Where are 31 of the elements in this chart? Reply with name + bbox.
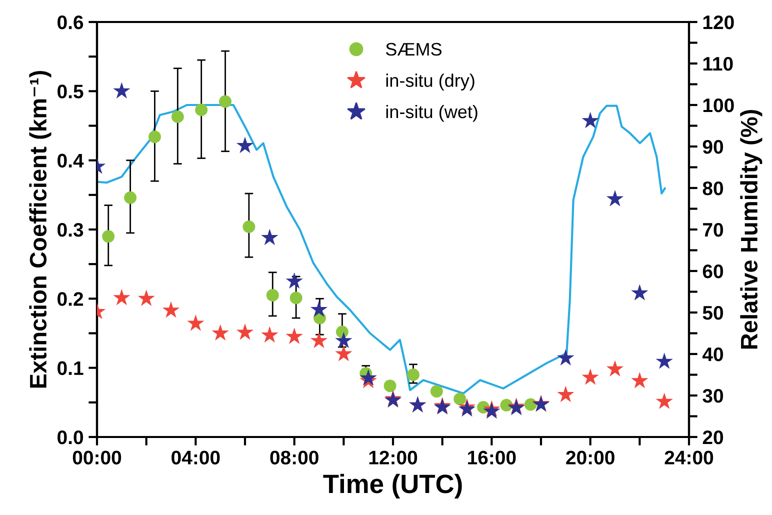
x-tick-label: 04:00 <box>172 450 220 464</box>
y2-tick-label: 110 <box>703 56 733 71</box>
y-tick-label: 0.0 <box>58 430 84 444</box>
y-tick-label: 0.3 <box>58 222 84 237</box>
x-axis-title: Time (UTC) <box>323 474 462 498</box>
x-tick-label: 24:00 <box>664 450 714 464</box>
y-tick-label: 0.1 <box>58 361 84 376</box>
y2-tick-label: 90 <box>702 140 724 154</box>
y-axis-title: Extinction Coefficient (km⁻¹) <box>29 70 52 388</box>
legend-label: in-situ (dry) <box>386 74 474 91</box>
y-tick-label: 0.4 <box>58 154 84 168</box>
legend-label: SÆMS <box>386 42 442 56</box>
y2-tick-label: 60 <box>702 264 724 278</box>
x-tick-label: 12:00 <box>369 450 418 464</box>
y2-tick-label: 100 <box>703 98 734 112</box>
y-tick-label: 0.5 <box>58 84 84 98</box>
x-tick-label: 16:00 <box>468 450 516 464</box>
y2-tick-label: 30 <box>702 388 724 403</box>
x-tick-label: 00:00 <box>72 450 122 464</box>
y2-tick-label: 20 <box>702 430 724 444</box>
y-tick-label: 0.2 <box>58 292 84 306</box>
y2-tick-label: 120 <box>703 15 734 30</box>
legend-label: in-situ (wet) <box>386 104 478 122</box>
y2-tick-label: 80 <box>702 181 724 196</box>
y-tick-label: 0.6 <box>58 15 84 30</box>
x-tick-label: 08:00 <box>270 450 318 464</box>
x-tick-label: 20:00 <box>566 450 614 464</box>
y2-tick-label: 40 <box>702 347 724 362</box>
y2-tick-label: 50 <box>702 306 724 320</box>
y2-tick-label: 70 <box>703 222 724 237</box>
y2-axis-title: Relative Humidity (%) <box>740 110 762 349</box>
